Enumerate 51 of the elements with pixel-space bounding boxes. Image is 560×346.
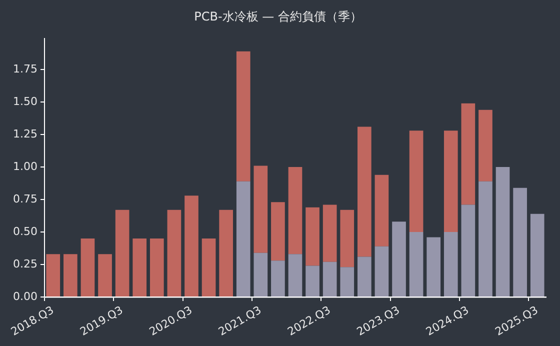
bar [271, 260, 285, 296]
y-tick-label: 1.75 [12, 62, 38, 76]
bar [167, 210, 182, 296]
bar [374, 174, 389, 246]
bar [358, 126, 372, 257]
bar [80, 238, 95, 296]
bar [409, 232, 424, 296]
bar [254, 166, 268, 253]
bar [392, 222, 406, 296]
bar [530, 214, 544, 296]
bar [461, 103, 476, 205]
bar [426, 237, 441, 296]
bar [271, 202, 285, 261]
bar [202, 238, 216, 296]
bar [184, 196, 198, 296]
bar [115, 210, 130, 296]
bar [306, 207, 320, 266]
bar [64, 254, 78, 296]
y-tick-label: 1.50 [12, 94, 38, 108]
y-tick-label: 0.75 [12, 192, 38, 206]
bar [322, 262, 337, 296]
bar [444, 130, 458, 232]
bar [98, 254, 112, 296]
bar [409, 130, 424, 232]
bar [306, 266, 320, 296]
bar [322, 204, 337, 262]
bar [219, 210, 233, 296]
bar [358, 256, 372, 296]
bar [236, 181, 250, 296]
bar [288, 167, 302, 254]
bar [340, 267, 354, 296]
y-tick-label: 0.50 [12, 224, 38, 238]
y-tick-label: 1.25 [12, 127, 38, 140]
bar [340, 210, 354, 268]
bar [444, 232, 458, 296]
bar [461, 204, 476, 296]
y-tick-label: 1.00 [12, 160, 38, 173]
bar [254, 252, 268, 296]
bar [478, 181, 492, 296]
bar [132, 238, 147, 296]
y-tick-label: 0.00 [12, 290, 38, 303]
y-tick-label: 0.25 [12, 257, 38, 270]
bar [478, 110, 492, 182]
bar [150, 238, 164, 296]
bar [288, 254, 302, 296]
bar [496, 167, 510, 296]
bar [513, 188, 527, 296]
bar [236, 51, 250, 182]
bar [374, 246, 389, 296]
chart-title: PCB-水冷板 — 合約負債（季） [194, 9, 362, 24]
bar [46, 254, 60, 296]
